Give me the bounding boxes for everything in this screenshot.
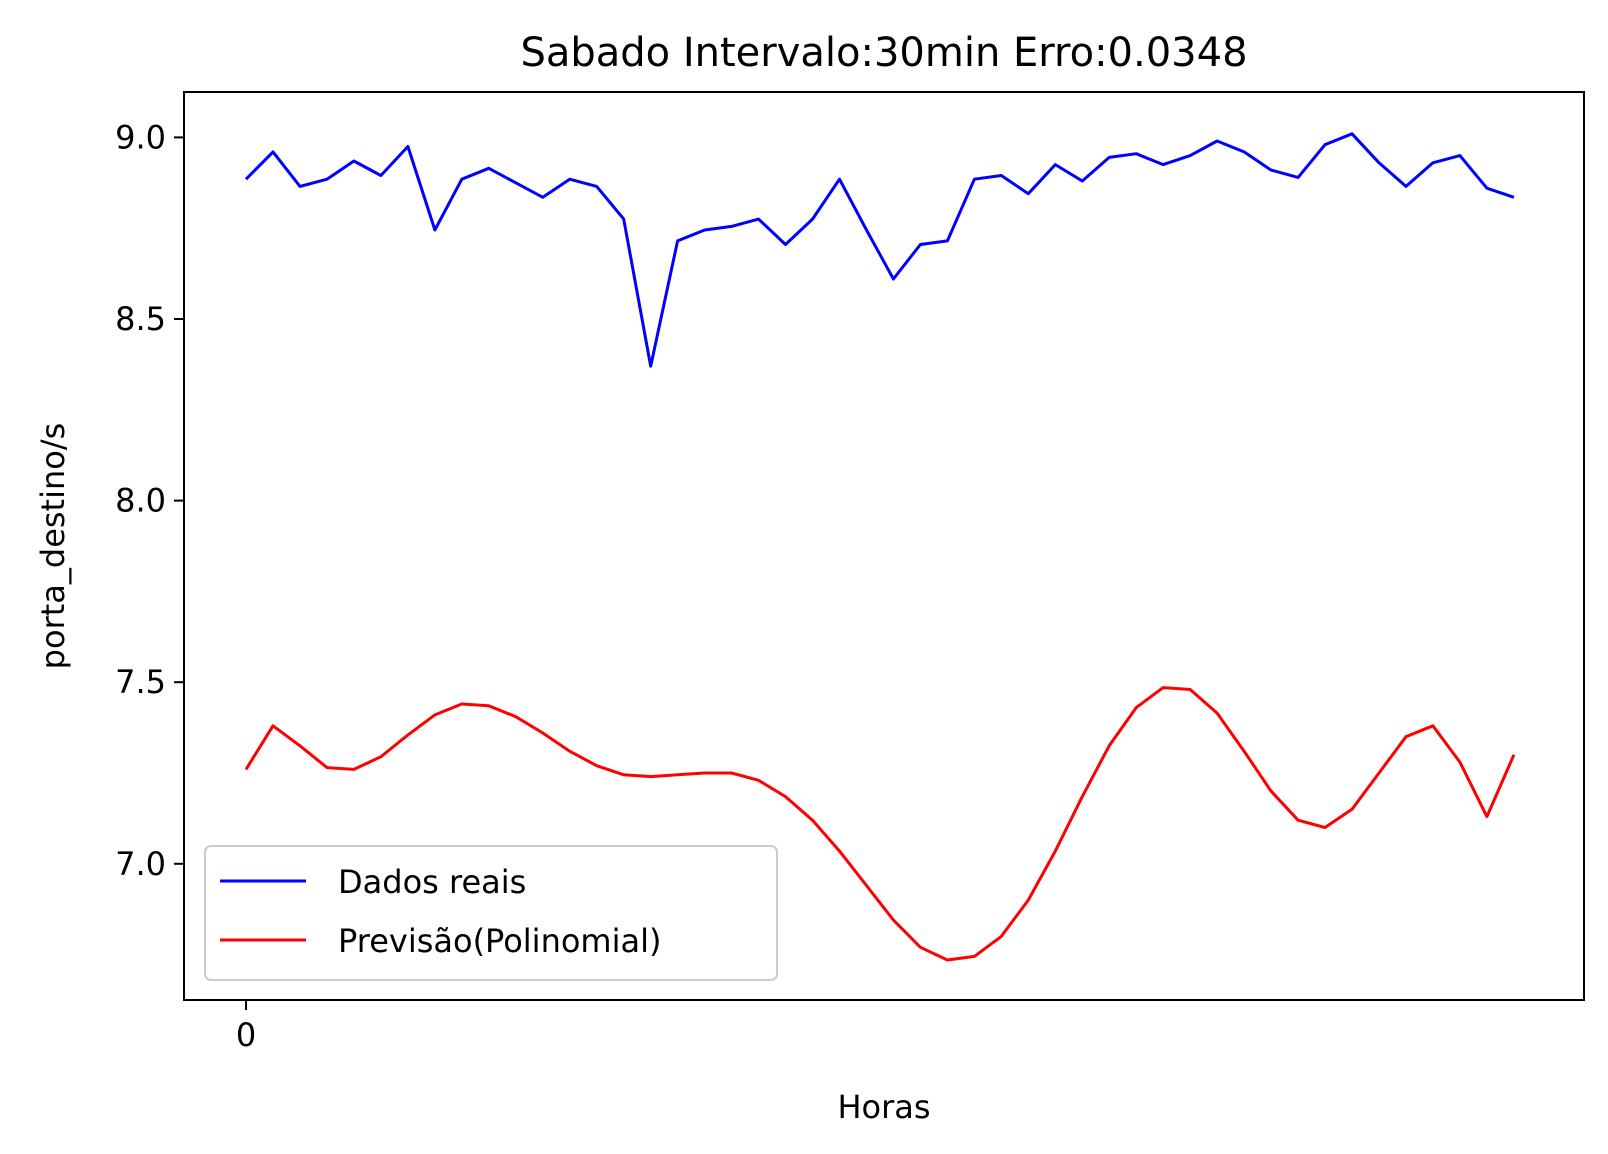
legend-label-dados-reais: Dados reais — [338, 863, 526, 901]
x-axis-ticks: 0 — [236, 1000, 256, 1054]
plot-area — [183, 91, 1585, 1001]
y-tick-label: 7.5 — [115, 663, 166, 701]
y-tick-label: 7.0 — [115, 845, 166, 883]
series-layer — [244, 132, 1516, 962]
series-line-previsao-polinomial — [244, 686, 1516, 962]
chart-title: Sabado Intervalo:30min Erro:0.0348 — [520, 30, 1247, 76]
x-tick-label: 0 — [236, 1016, 256, 1054]
x-axis-label: Horas — [837, 1088, 930, 1126]
y-tick-label: 9.0 — [115, 118, 166, 156]
axes-frame — [183, 91, 1585, 1001]
y-tick-label: 8.0 — [115, 482, 166, 520]
y-axis-ticks: 7.0 7.5 8.0 8.5 9.0 — [115, 118, 184, 883]
legend-label-previsao-polinomial: Previsão(Polinomial) — [338, 922, 661, 960]
y-axis-label: porta_destino/s — [34, 423, 72, 670]
legend: Dados reais Previsão(Polinomial) — [204, 845, 778, 981]
series-line-dados-reais — [244, 132, 1515, 368]
y-tick-label: 8.5 — [115, 300, 166, 338]
legend-box — [204, 845, 778, 981]
